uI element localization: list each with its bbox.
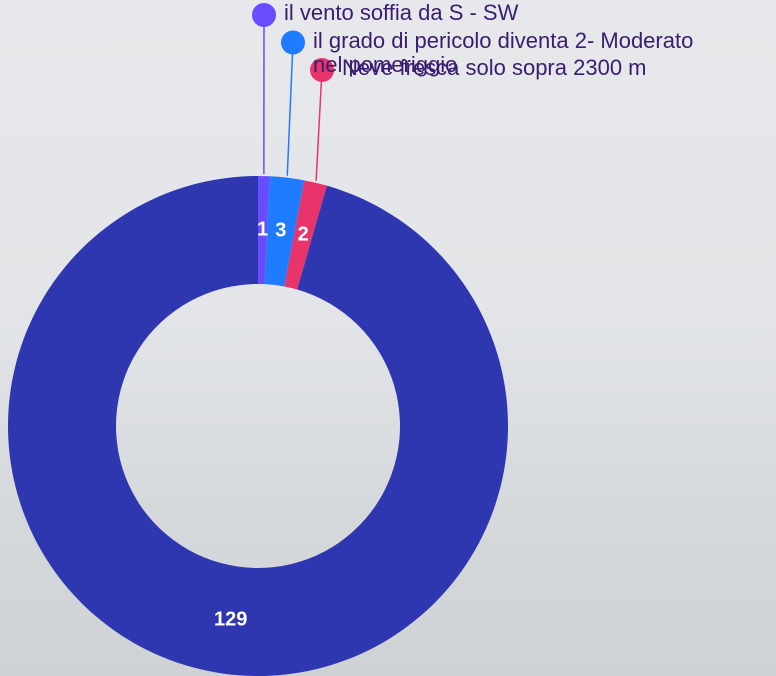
leader-line [316, 70, 322, 181]
donut-slice [8, 176, 508, 676]
data-label: 129 [214, 608, 247, 630]
data-label: 1 [257, 218, 268, 240]
label-text: il vento soffia da S - SW [284, 1, 776, 25]
leader-line [287, 43, 293, 176]
legend-dot [281, 31, 305, 55]
chart: 132 129 [0, 0, 776, 676]
data-label: 3 [275, 220, 286, 242]
legend-dot [252, 3, 276, 27]
data-label: 2 [298, 224, 309, 246]
page: {"chart_data": {"type": "donut", "catego… [0, 0, 776, 676]
label-text: Neve fresca solo sopra 2300 m [342, 56, 776, 80]
